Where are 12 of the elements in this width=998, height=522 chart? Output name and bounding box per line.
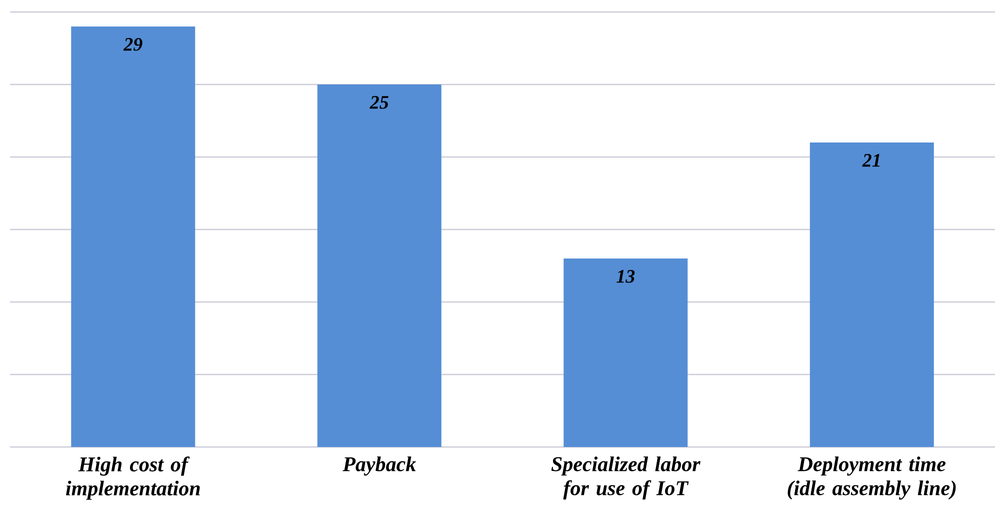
data-label: 13 [616,270,635,283]
x-tick-label: High cost of implementation [66,456,200,500]
x-tick-label: Payback [342,456,416,476]
data-label: 21 [862,154,880,167]
bar [317,84,442,447]
bar [810,142,934,447]
bar [71,26,196,447]
data-label: 29 [123,38,142,51]
x-tick-label: Deployment time (idle assembly line) [788,456,956,500]
data-label: 25 [370,96,388,109]
bar [564,258,688,447]
x-tick-label: Specialized labor for use of IoT [551,456,700,500]
